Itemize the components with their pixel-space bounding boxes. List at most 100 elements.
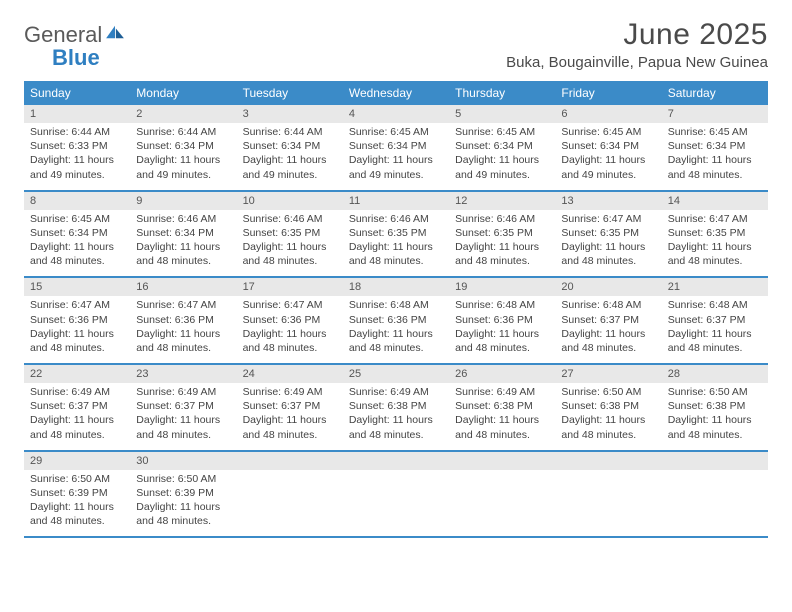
daylight-text-1: Daylight: 11 hours bbox=[455, 327, 549, 341]
logo-text-blue: Blue bbox=[52, 45, 100, 70]
daylight-text-1: Daylight: 11 hours bbox=[349, 240, 443, 254]
daylight-text-1: Daylight: 11 hours bbox=[455, 153, 549, 167]
week-block: 1234567Sunrise: 6:44 AMSunset: 6:33 PMDa… bbox=[24, 105, 768, 192]
sunrise-text: Sunrise: 6:47 AM bbox=[561, 212, 655, 226]
week-block: 22232425262728Sunrise: 6:49 AMSunset: 6:… bbox=[24, 365, 768, 452]
daylight-text-2: and 48 minutes. bbox=[668, 254, 762, 268]
daynum-row: 1234567 bbox=[24, 105, 768, 123]
day-number: 2 bbox=[130, 105, 236, 123]
daylight-text-2: and 48 minutes. bbox=[30, 428, 124, 442]
daylight-text-1: Daylight: 11 hours bbox=[30, 500, 124, 514]
day-header-row: Sunday Monday Tuesday Wednesday Thursday… bbox=[24, 81, 768, 105]
day-cell: Sunrise: 6:50 AMSunset: 6:39 PMDaylight:… bbox=[24, 470, 130, 537]
daylight-text-2: and 48 minutes. bbox=[561, 428, 655, 442]
sunrise-text: Sunrise: 6:46 AM bbox=[243, 212, 337, 226]
day-cell: Sunrise: 6:47 AMSunset: 6:36 PMDaylight:… bbox=[130, 296, 236, 363]
sunset-text: Sunset: 6:37 PM bbox=[668, 313, 762, 327]
daylight-text-1: Daylight: 11 hours bbox=[30, 327, 124, 341]
location-text: Buka, Bougainville, Papua New Guinea bbox=[506, 54, 768, 71]
day-number: 22 bbox=[24, 365, 130, 383]
daylight-text-2: and 48 minutes. bbox=[243, 428, 337, 442]
day-number bbox=[449, 452, 555, 470]
day-number: 11 bbox=[343, 192, 449, 210]
logo-text-general: General bbox=[24, 22, 102, 47]
day-number bbox=[662, 452, 768, 470]
sunset-text: Sunset: 6:36 PM bbox=[349, 313, 443, 327]
day-cell: Sunrise: 6:49 AMSunset: 6:38 PMDaylight:… bbox=[343, 383, 449, 450]
sunset-text: Sunset: 6:34 PM bbox=[136, 139, 230, 153]
day-number: 13 bbox=[555, 192, 661, 210]
day-number: 14 bbox=[662, 192, 768, 210]
sunrise-text: Sunrise: 6:50 AM bbox=[668, 385, 762, 399]
day-cell: Sunrise: 6:49 AMSunset: 6:38 PMDaylight:… bbox=[449, 383, 555, 450]
day-cell: Sunrise: 6:48 AMSunset: 6:37 PMDaylight:… bbox=[662, 296, 768, 363]
sunset-text: Sunset: 6:37 PM bbox=[136, 399, 230, 413]
sunrise-text: Sunrise: 6:46 AM bbox=[349, 212, 443, 226]
day-number: 24 bbox=[237, 365, 343, 383]
month-title: June 2025 bbox=[506, 18, 768, 52]
day-cell: Sunrise: 6:44 AMSunset: 6:34 PMDaylight:… bbox=[237, 123, 343, 190]
week-block: 891011121314Sunrise: 6:45 AMSunset: 6:34… bbox=[24, 192, 768, 279]
sunset-text: Sunset: 6:37 PM bbox=[30, 399, 124, 413]
day-cell: Sunrise: 6:45 AMSunset: 6:34 PMDaylight:… bbox=[343, 123, 449, 190]
week-cells: Sunrise: 6:45 AMSunset: 6:34 PMDaylight:… bbox=[24, 210, 768, 277]
daylight-text-1: Daylight: 11 hours bbox=[30, 153, 124, 167]
sunrise-text: Sunrise: 6:44 AM bbox=[30, 125, 124, 139]
sunset-text: Sunset: 6:36 PM bbox=[30, 313, 124, 327]
daylight-text-2: and 48 minutes. bbox=[349, 428, 443, 442]
daylight-text-1: Daylight: 11 hours bbox=[561, 240, 655, 254]
daylight-text-1: Daylight: 11 hours bbox=[136, 500, 230, 514]
day-number: 27 bbox=[555, 365, 661, 383]
sunrise-text: Sunrise: 6:50 AM bbox=[30, 472, 124, 486]
sunset-text: Sunset: 6:38 PM bbox=[561, 399, 655, 413]
daylight-text-2: and 48 minutes. bbox=[136, 514, 230, 528]
week-cells: Sunrise: 6:47 AMSunset: 6:36 PMDaylight:… bbox=[24, 296, 768, 363]
day-cell: Sunrise: 6:46 AMSunset: 6:35 PMDaylight:… bbox=[237, 210, 343, 277]
week-block: 15161718192021Sunrise: 6:47 AMSunset: 6:… bbox=[24, 278, 768, 365]
sunset-text: Sunset: 6:34 PM bbox=[136, 226, 230, 240]
daylight-text-2: and 48 minutes. bbox=[136, 254, 230, 268]
daylight-text-1: Daylight: 11 hours bbox=[561, 327, 655, 341]
sunset-text: Sunset: 6:35 PM bbox=[243, 226, 337, 240]
logo: General Blue bbox=[24, 24, 126, 70]
daylight-text-2: and 49 minutes. bbox=[561, 168, 655, 182]
day-cell: Sunrise: 6:49 AMSunset: 6:37 PMDaylight:… bbox=[24, 383, 130, 450]
day-number bbox=[555, 452, 661, 470]
day-cell: Sunrise: 6:45 AMSunset: 6:34 PMDaylight:… bbox=[449, 123, 555, 190]
daylight-text-1: Daylight: 11 hours bbox=[243, 327, 337, 341]
sunset-text: Sunset: 6:34 PM bbox=[243, 139, 337, 153]
sunrise-text: Sunrise: 6:45 AM bbox=[561, 125, 655, 139]
day-cell: Sunrise: 6:46 AMSunset: 6:35 PMDaylight:… bbox=[449, 210, 555, 277]
sunrise-text: Sunrise: 6:45 AM bbox=[668, 125, 762, 139]
daylight-text-2: and 49 minutes. bbox=[349, 168, 443, 182]
day-cell: Sunrise: 6:50 AMSunset: 6:39 PMDaylight:… bbox=[130, 470, 236, 537]
sunset-text: Sunset: 6:35 PM bbox=[455, 226, 549, 240]
day-cell: Sunrise: 6:47 AMSunset: 6:36 PMDaylight:… bbox=[237, 296, 343, 363]
sunset-text: Sunset: 6:39 PM bbox=[136, 486, 230, 500]
sunrise-text: Sunrise: 6:45 AM bbox=[349, 125, 443, 139]
day-number: 19 bbox=[449, 278, 555, 296]
day-header-sun: Sunday bbox=[24, 81, 130, 105]
daylight-text-2: and 48 minutes. bbox=[561, 254, 655, 268]
sunset-text: Sunset: 6:35 PM bbox=[668, 226, 762, 240]
sunrise-text: Sunrise: 6:49 AM bbox=[349, 385, 443, 399]
day-cell: Sunrise: 6:44 AMSunset: 6:33 PMDaylight:… bbox=[24, 123, 130, 190]
day-cell: Sunrise: 6:46 AMSunset: 6:34 PMDaylight:… bbox=[130, 210, 236, 277]
daylight-text-1: Daylight: 11 hours bbox=[455, 240, 549, 254]
sunset-text: Sunset: 6:37 PM bbox=[243, 399, 337, 413]
day-number: 16 bbox=[130, 278, 236, 296]
daylight-text-2: and 48 minutes. bbox=[349, 254, 443, 268]
day-number: 29 bbox=[24, 452, 130, 470]
daylight-text-1: Daylight: 11 hours bbox=[243, 413, 337, 427]
day-number: 18 bbox=[343, 278, 449, 296]
day-number: 3 bbox=[237, 105, 343, 123]
week-block: 2930Sunrise: 6:50 AMSunset: 6:39 PMDayli… bbox=[24, 452, 768, 539]
sunrise-text: Sunrise: 6:47 AM bbox=[136, 298, 230, 312]
day-cell: Sunrise: 6:45 AMSunset: 6:34 PMDaylight:… bbox=[24, 210, 130, 277]
daylight-text-2: and 49 minutes. bbox=[455, 168, 549, 182]
title-block: June 2025 Buka, Bougainville, Papua New … bbox=[506, 18, 768, 71]
day-cell: Sunrise: 6:49 AMSunset: 6:37 PMDaylight:… bbox=[237, 383, 343, 450]
week-cells: Sunrise: 6:49 AMSunset: 6:37 PMDaylight:… bbox=[24, 383, 768, 450]
daylight-text-2: and 48 minutes. bbox=[455, 254, 549, 268]
sunrise-text: Sunrise: 6:46 AM bbox=[136, 212, 230, 226]
